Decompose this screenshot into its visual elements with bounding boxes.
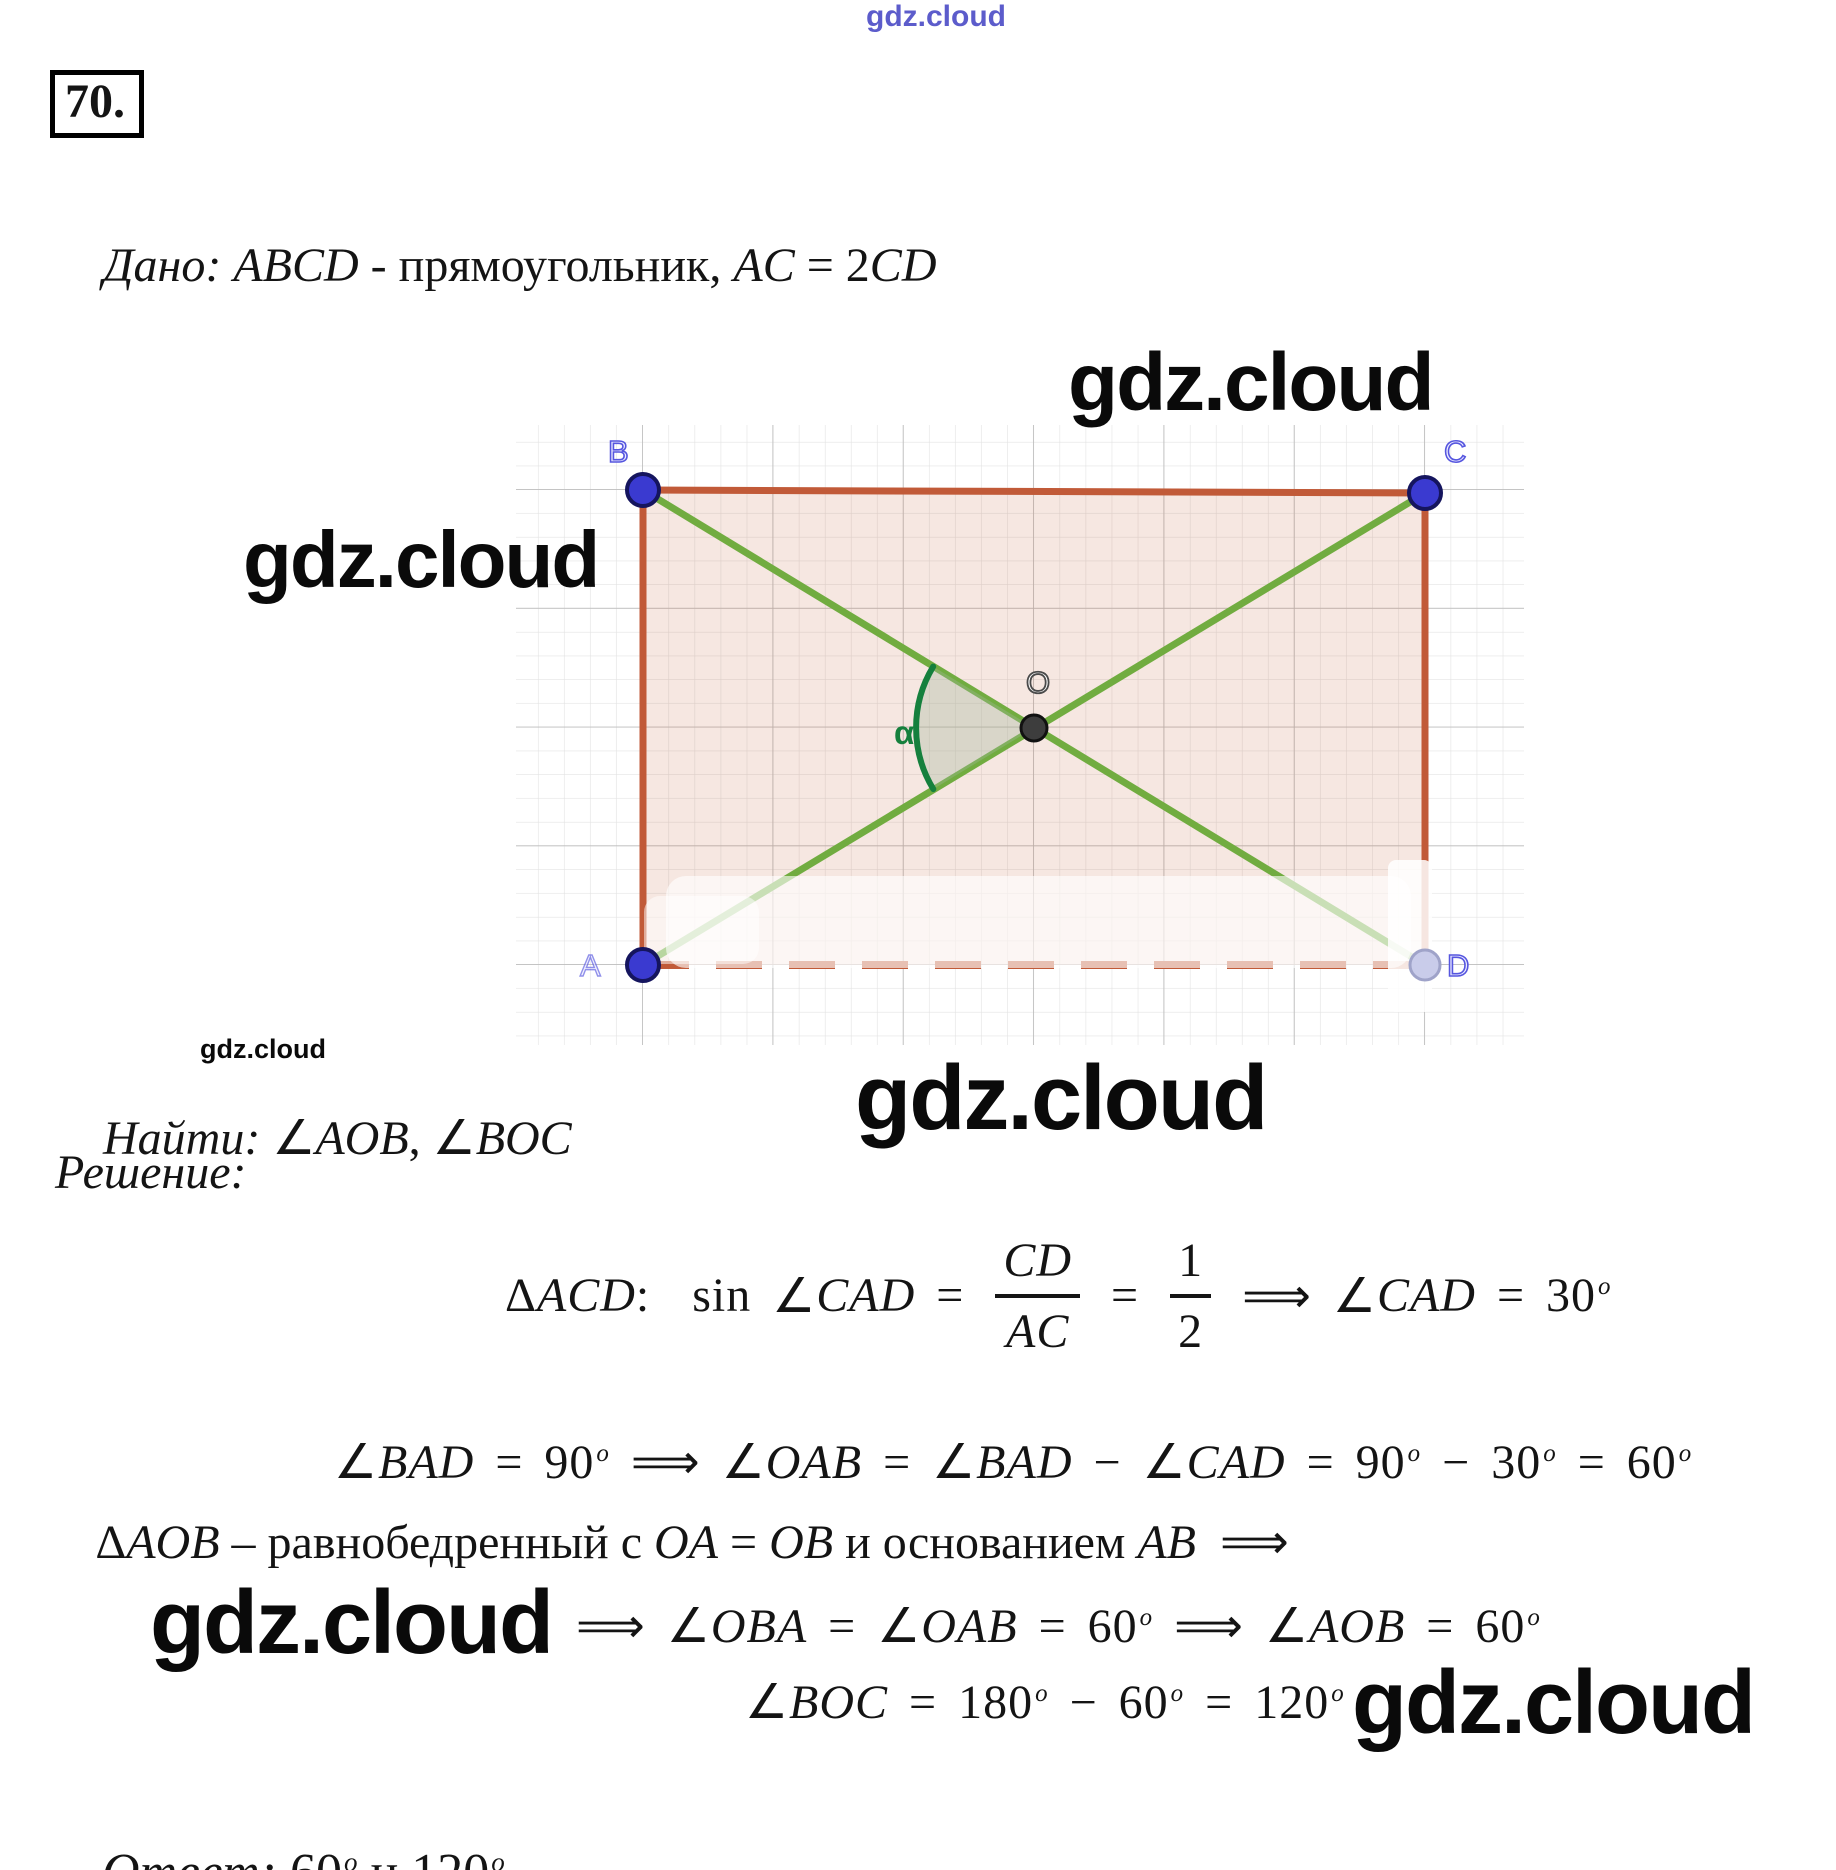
solution-label: Решение: bbox=[55, 1146, 247, 1199]
point-c bbox=[1407, 475, 1443, 511]
point-o bbox=[1019, 713, 1049, 743]
point-b bbox=[625, 472, 661, 508]
watermark-figure-left: gdz.cloud bbox=[243, 515, 600, 604]
point-d bbox=[1408, 948, 1442, 982]
label-c: C bbox=[1444, 434, 1466, 469]
watermark-lower-left: gdz.cloud bbox=[150, 1573, 554, 1673]
find-line: Найти: ∠AOB, ∠BOC bbox=[103, 1111, 572, 1165]
watermark-center: gdz.cloud bbox=[855, 1047, 1268, 1149]
given-line: Дано: ABCD - прямоугольник, AC = 2CD bbox=[103, 238, 937, 292]
label-o: O bbox=[1026, 665, 1050, 700]
given-label: Дано: bbox=[103, 238, 222, 292]
label-b: B bbox=[608, 434, 629, 469]
problem-number-box: 70. bbox=[50, 70, 144, 139]
point-a bbox=[625, 947, 661, 983]
watermark-wash bbox=[1388, 860, 1432, 1012]
label-a: A bbox=[580, 948, 601, 983]
angle-sector bbox=[916, 666, 1034, 790]
equation-3: ⟹ ∠OBA = ∠OAB = 60o ⟹ ∠AOB = 60o bbox=[576, 1599, 1541, 1653]
geometry-figure: B C A D O α bbox=[516, 425, 1524, 1045]
watermark-bottom-right: gdz.cloud bbox=[1352, 1653, 1756, 1753]
find-label: Найти: bbox=[103, 1111, 261, 1165]
statement-line: ΔAOB – равнобедренный с OA = OB и основа… bbox=[95, 1515, 1289, 1569]
fraction-cd-ac: CD AC bbox=[995, 1233, 1081, 1359]
watermark-small: gdz.cloud bbox=[200, 1034, 326, 1064]
equation-1: Δ ACD: sin ∠ CAD = CD AC = 1 2 ⟹ ∠ CAD = 30… bbox=[505, 1233, 1612, 1359]
angle-arc bbox=[913, 663, 937, 793]
answer-label: Ответ: bbox=[102, 1844, 277, 1870]
label-alpha: α bbox=[894, 714, 914, 751]
fraction-1-2: 1 2 bbox=[1170, 1233, 1212, 1359]
watermark-figure-right: gdz.cloud bbox=[1068, 337, 1435, 428]
equation-4: ∠BOC = 180o − 60o = 120o bbox=[745, 1675, 1345, 1729]
equation-2: ∠BAD = 90o ⟹ ∠OAB = ∠BAD − ∠CAD = 90o − … bbox=[334, 1435, 1693, 1489]
watermark-wash bbox=[666, 876, 1411, 968]
side-bc bbox=[642, 486, 1426, 497]
label-d: D bbox=[1447, 948, 1469, 983]
watermark-top: gdz.cloud bbox=[866, 0, 1006, 33]
watermark-wash bbox=[644, 896, 759, 964]
problem-number: 70. bbox=[65, 75, 125, 128]
answer-line: Ответ: 60o и 120o bbox=[50, 1786, 505, 1870]
